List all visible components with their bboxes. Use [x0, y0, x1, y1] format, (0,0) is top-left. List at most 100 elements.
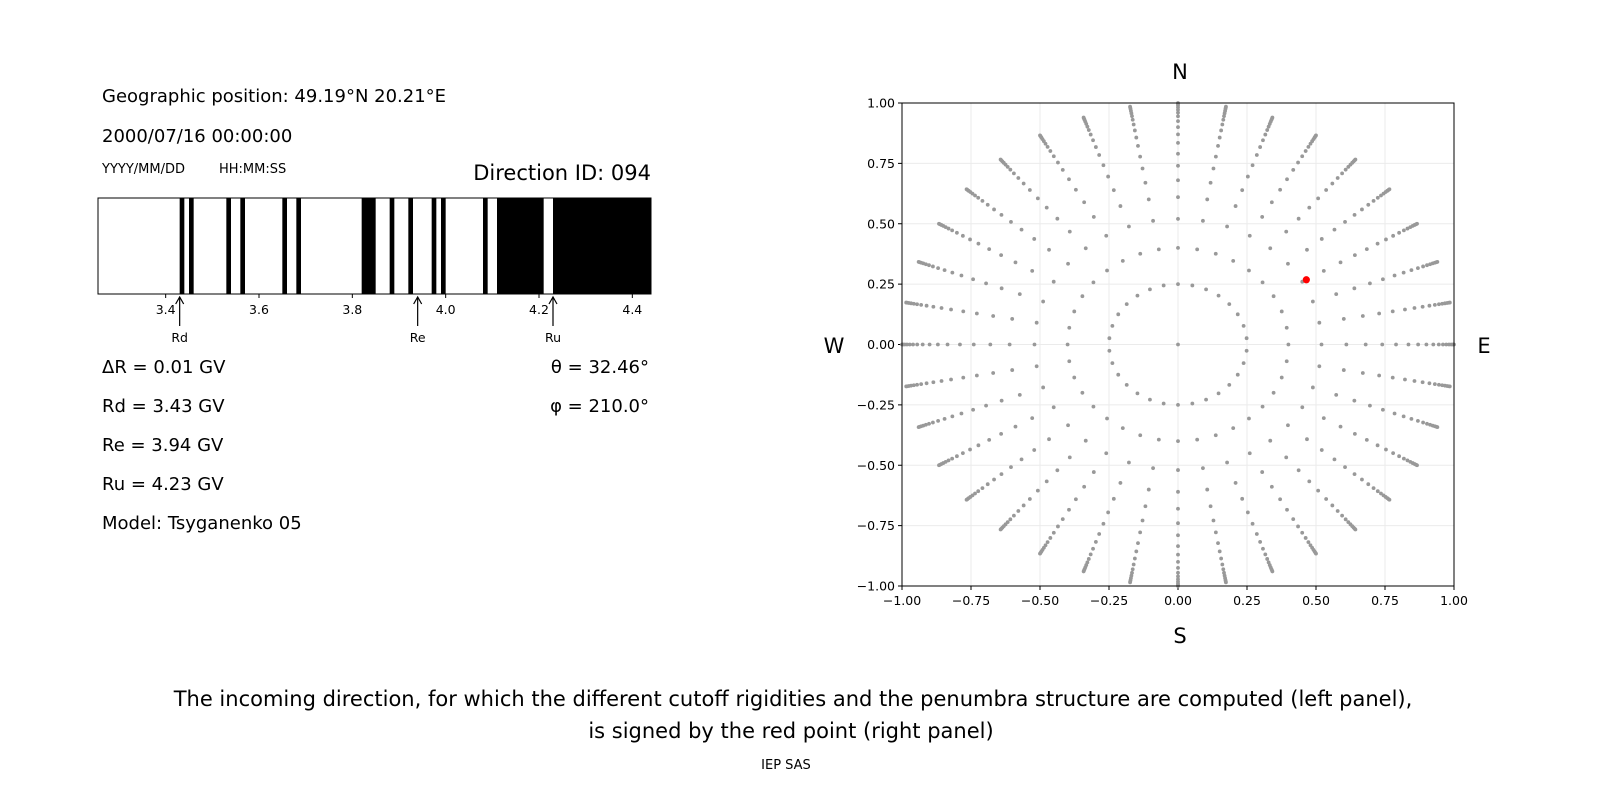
rd-value: Rd = 3.43 GV [102, 396, 225, 417]
direction-point [1176, 544, 1180, 549]
direction-point [999, 212, 1004, 217]
direction-point [976, 443, 981, 448]
direction-point [1310, 385, 1315, 390]
direction-point [1176, 574, 1180, 579]
direction-point [1424, 342, 1429, 347]
direction-point [1008, 517, 1013, 522]
direction-point [936, 419, 940, 423]
direction-point [924, 381, 929, 386]
direction-point [1067, 507, 1071, 512]
direction-point [1011, 513, 1016, 518]
direction-point [1352, 212, 1357, 217]
direction-point [1285, 507, 1289, 512]
direction-point [1314, 551, 1318, 556]
direction-point [999, 472, 1004, 477]
direction-point [1156, 247, 1161, 252]
direction-point [1213, 154, 1218, 159]
direction-point [1110, 361, 1115, 366]
direction-point [1134, 135, 1139, 140]
direction-point [1143, 504, 1148, 509]
direction-point [1300, 154, 1305, 159]
direction-point [1233, 204, 1238, 208]
direction-point [976, 195, 981, 200]
direction-point [1317, 320, 1322, 325]
direction-point [946, 458, 951, 463]
marker-label: Ru [545, 330, 561, 345]
forbidden-band [240, 198, 245, 294]
direction-point [1387, 497, 1392, 502]
direction-point [1105, 268, 1109, 273]
x-tick-label: −0.25 [1090, 593, 1128, 608]
direction-point [1104, 451, 1109, 456]
direction-point [1195, 247, 1200, 252]
direction-point [1368, 403, 1372, 408]
direction-point [1130, 117, 1135, 122]
direction-point [1286, 342, 1291, 347]
direction-point [1019, 227, 1024, 232]
direction-point [1321, 416, 1326, 421]
direction-point [1041, 299, 1046, 304]
direction-point [1010, 317, 1015, 321]
forbidden-band [389, 198, 395, 294]
direction-point [1045, 540, 1050, 545]
direction-point [950, 270, 955, 275]
penumbra-bar: 3.4 3.6 3.8 4.0 4.2 4.4 Rd Re Ru [97, 197, 652, 345]
direction-point [1305, 437, 1309, 442]
direction-point [1409, 416, 1414, 421]
direction-point [1338, 260, 1343, 265]
direction-point [1176, 552, 1180, 557]
direction-point [959, 273, 964, 278]
direction-point [1083, 438, 1088, 443]
direction-point [1425, 263, 1429, 268]
arrow-head-icon [175, 295, 185, 305]
direction-point [1032, 237, 1037, 241]
caption-line-1: The incoming direction, for which the di… [173, 687, 1413, 711]
x-tick-label: 0.00 [1164, 593, 1192, 608]
direction-point [1027, 497, 1032, 501]
direction-point [1291, 517, 1296, 522]
direction-point [1247, 451, 1252, 456]
direction-point [1176, 217, 1180, 221]
direction-point [1397, 230, 1401, 235]
direction-point [1138, 530, 1143, 535]
direction-point [1437, 302, 1441, 307]
direction-point [964, 187, 969, 192]
direction-point [950, 228, 955, 233]
selected-direction-point [1302, 276, 1310, 284]
direction-point [999, 253, 1004, 258]
direction-point [1201, 466, 1205, 471]
direction-point [1321, 268, 1326, 273]
direction-point [924, 303, 929, 308]
direction-point [1060, 517, 1065, 522]
direction-point [1030, 268, 1035, 273]
direction-point [950, 456, 955, 461]
direction-point [1240, 496, 1245, 501]
direction-point [1038, 133, 1042, 138]
direction-point [1176, 439, 1180, 443]
direction-point [1303, 149, 1308, 153]
direction-point [1104, 233, 1109, 238]
direction-point [1010, 368, 1015, 372]
direction-point [1235, 372, 1240, 377]
direction-point [1305, 247, 1309, 252]
y-tick-label: 0.25 [867, 277, 895, 292]
direction-point [1048, 536, 1053, 540]
direction-point [1431, 342, 1436, 347]
direction-point [1416, 419, 1420, 423]
direction-point [1176, 163, 1180, 168]
direction-point [1324, 188, 1329, 192]
direction-point [998, 527, 1003, 532]
direction-point [1134, 549, 1139, 554]
direction-point [1436, 342, 1441, 347]
x-tick-label: 0.25 [1233, 593, 1261, 608]
direction-point [1205, 197, 1210, 202]
direction-point [1107, 348, 1112, 353]
direction-point [976, 241, 981, 246]
direction-point [960, 233, 965, 238]
direction-point [1432, 302, 1437, 307]
direction-point [1233, 481, 1238, 485]
direction-point [1310, 299, 1315, 304]
direction-point [958, 342, 962, 347]
direction-point [1316, 488, 1321, 493]
direction-point [1190, 401, 1195, 406]
